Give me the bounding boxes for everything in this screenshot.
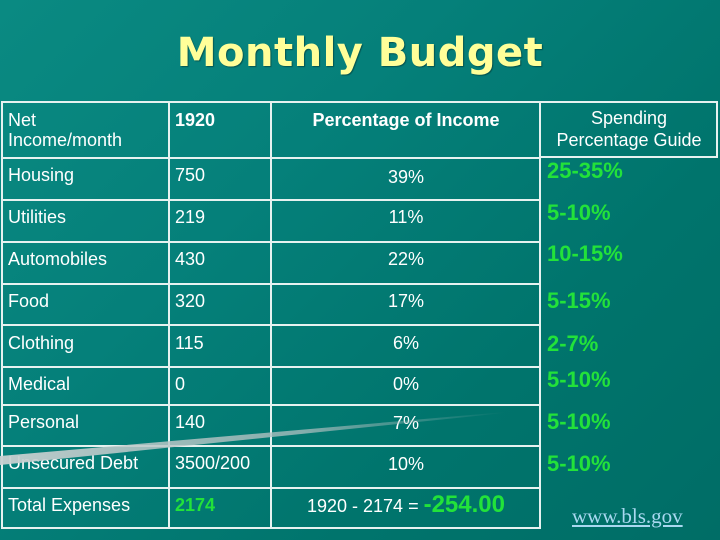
row-amount: 115 <box>175 333 204 353</box>
header-net-income-amount: 1920 <box>175 110 216 130</box>
source-link[interactable]: www.bls.gov <box>572 504 683 528</box>
net-difference-equation: 1920 - 2174 = <box>306 496 424 516</box>
row-divider <box>1 157 541 159</box>
row-amount: 3500/200 <box>175 453 251 473</box>
row-percent: 17% <box>387 291 425 311</box>
header-label-line1: Net <box>8 110 37 130</box>
row-divider <box>1 404 541 406</box>
row-category: Personal <box>8 412 80 432</box>
row-guide: 10-15% <box>547 241 623 266</box>
row-guide: 5-10% <box>547 367 611 392</box>
col-divider-3 <box>539 101 541 529</box>
row-divider <box>1 199 541 201</box>
total-expenses-label: Total Expenses <box>8 495 131 515</box>
row-amount: 430 <box>175 249 206 269</box>
row-percent: 39% <box>387 167 425 187</box>
row-guide: 25-35% <box>547 158 623 183</box>
row-amount: 320 <box>175 291 206 311</box>
header-net-income-label: Net Income/month <box>8 110 122 150</box>
row-divider <box>1 283 541 285</box>
table-top-border <box>1 101 718 103</box>
header-percentage-of-income: Percentage of Income <box>312 110 500 130</box>
row-guide: 2-7% <box>547 331 599 356</box>
row-category: Food <box>8 291 50 311</box>
row-category: Automobiles <box>8 249 108 269</box>
row-amount: 0 <box>175 374 186 394</box>
row-category: Clothing <box>8 333 75 353</box>
row-guide: 5-15% <box>547 288 611 313</box>
guide-header-line1: Spending <box>590 108 668 128</box>
row-category: Utilities <box>8 207 67 227</box>
row-divider <box>1 241 541 243</box>
row-category: Unsecured Debt <box>8 453 139 473</box>
header-label-line2: Income/month <box>8 130 123 150</box>
row-percent: 10% <box>387 454 425 474</box>
row-percent: 0% <box>392 374 419 394</box>
row-amount: 140 <box>175 412 206 432</box>
header-spending-guide: Spending Percentage Guide <box>541 107 717 151</box>
row-guide: 5-10% <box>547 451 611 476</box>
row-guide: 5-10% <box>547 200 611 225</box>
row-amount: 219 <box>175 207 206 227</box>
row-guide: 5-10% <box>547 409 611 434</box>
row-divider <box>1 487 541 489</box>
row-percent: 11% <box>388 207 424 227</box>
row-category: Housing <box>8 165 75 185</box>
col-divider-2 <box>270 101 272 529</box>
col-divider-1 <box>168 101 170 529</box>
row-divider <box>1 445 541 447</box>
guide-header-right-border <box>716 101 718 158</box>
row-percent: 7% <box>392 413 419 433</box>
row-percent: 6% <box>392 333 419 353</box>
table-left-border <box>1 101 3 529</box>
net-difference: 1920 - 2174 = -254.00 <box>272 493 540 517</box>
row-divider <box>1 366 541 368</box>
table-bottom-border <box>1 527 541 529</box>
guide-header-bottom-border <box>540 156 718 158</box>
page-title: Monthly Budget <box>176 30 544 76</box>
guide-header-line2: Percentage Guide <box>556 130 702 150</box>
row-percent: 22% <box>387 249 425 269</box>
row-divider <box>1 324 541 326</box>
row-category: Medical <box>8 374 71 394</box>
net-difference-result: -254.00 <box>423 491 505 518</box>
row-amount: 750 <box>175 165 206 185</box>
total-expenses-amount: 2174 <box>175 495 216 515</box>
